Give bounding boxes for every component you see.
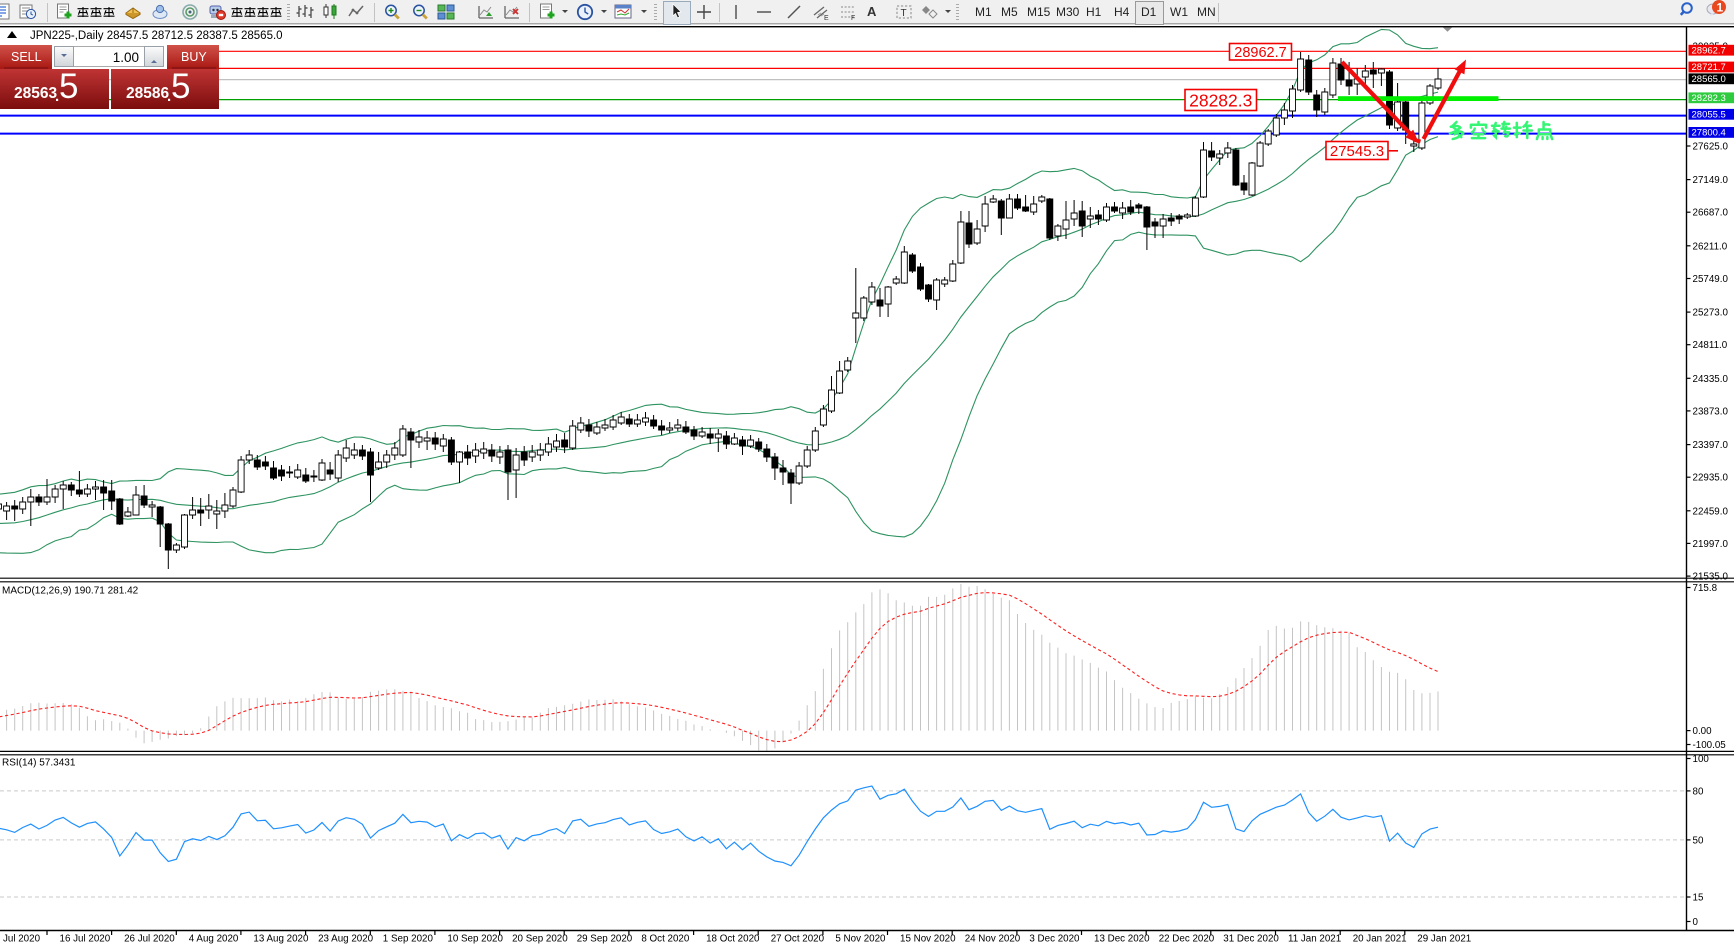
svg-text:21535.0: 21535.0 [1693, 572, 1729, 583]
svg-text:25273.0: 25273.0 [1693, 308, 1729, 319]
svg-text:28282.3: 28282.3 [1189, 90, 1252, 110]
svg-text:1 Sep 2020: 1 Sep 2020 [383, 934, 434, 945]
svg-text:22935.0: 22935.0 [1693, 473, 1729, 484]
svg-text:5 Nov 2020: 5 Nov 2020 [835, 934, 886, 945]
svg-text:28721.7: 28721.7 [1692, 62, 1726, 73]
svg-text:26 Jul 2020: 26 Jul 2020 [124, 934, 175, 945]
svg-text:15: 15 [1693, 893, 1704, 904]
svg-text:715.8: 715.8 [1693, 583, 1718, 594]
svg-text:10 Sep 2020: 10 Sep 2020 [447, 934, 503, 945]
svg-text:31 Dec 2020: 31 Dec 2020 [1223, 934, 1279, 945]
svg-text:25749.0: 25749.0 [1693, 274, 1729, 285]
svg-text:28962.7: 28962.7 [1234, 45, 1286, 61]
svg-text:24811.0: 24811.0 [1693, 340, 1728, 351]
svg-text:18 Oct 2020: 18 Oct 2020 [706, 934, 760, 945]
svg-text:29 Sep 2020: 29 Sep 2020 [577, 934, 633, 945]
svg-text:28962.7: 28962.7 [1692, 45, 1726, 56]
svg-text:26211.0: 26211.0 [1693, 241, 1728, 252]
svg-text:28055.5: 28055.5 [1692, 110, 1726, 121]
svg-text:24 Nov 2020: 24 Nov 2020 [965, 934, 1021, 945]
svg-text:27545.3: 27545.3 [1330, 143, 1384, 160]
svg-text:E: E [824, 15, 829, 21]
svg-text:4 Aug 2020: 4 Aug 2020 [189, 934, 239, 945]
svg-text:21997.0: 21997.0 [1693, 539, 1729, 550]
svg-text:27625.0: 27625.0 [1693, 142, 1729, 153]
svg-text:29 Jan 2021: 29 Jan 2021 [1417, 934, 1471, 945]
svg-text:22 Dec 2020: 22 Dec 2020 [1159, 934, 1215, 945]
svg-text:80: 80 [1693, 787, 1704, 798]
svg-text:0: 0 [1693, 917, 1699, 928]
svg-text:50: 50 [1693, 835, 1704, 846]
svg-text:100: 100 [1693, 754, 1710, 765]
svg-text:16 Jul 2020: 16 Jul 2020 [60, 934, 111, 945]
svg-text:3 Dec 2020: 3 Dec 2020 [1029, 934, 1080, 945]
svg-text:27 Oct 2020: 27 Oct 2020 [771, 934, 825, 945]
svg-text:11 Jan 2021: 11 Jan 2021 [1288, 934, 1341, 945]
svg-text:MACD(12,26,9) 190.71 281.42: MACD(12,26,9) 190.71 281.42 [2, 586, 139, 597]
svg-text:13 Dec 2020: 13 Dec 2020 [1094, 934, 1150, 945]
svg-text:1: 1 [1717, 1, 1724, 15]
svg-text:T: T [901, 8, 907, 19]
svg-text:-100.05: -100.05 [1693, 740, 1727, 751]
svg-text:22459.0: 22459.0 [1693, 506, 1729, 517]
svg-text:0.00: 0.00 [1693, 726, 1713, 737]
svg-text:8 Oct 2020: 8 Oct 2020 [641, 934, 689, 945]
svg-text:28282.3: 28282.3 [1692, 93, 1726, 104]
svg-text:20 Jan 2021: 20 Jan 2021 [1353, 934, 1407, 945]
svg-text:F: F [851, 15, 855, 21]
svg-text:15 Nov 2020: 15 Nov 2020 [900, 934, 956, 945]
svg-text:23873.0: 23873.0 [1693, 407, 1729, 418]
svg-text:27149.0: 27149.0 [1693, 175, 1729, 186]
svg-text:13 Aug 2020: 13 Aug 2020 [253, 934, 309, 945]
svg-text:28565.0: 28565.0 [1692, 74, 1726, 85]
svg-text:23397.0: 23397.0 [1693, 440, 1729, 451]
svg-text:26687.0: 26687.0 [1693, 208, 1729, 219]
svg-text:24335.0: 24335.0 [1693, 374, 1729, 385]
svg-text:27800.4: 27800.4 [1692, 128, 1726, 139]
svg-text:20 Sep 2020: 20 Sep 2020 [512, 934, 568, 945]
svg-text:23 Aug 2020: 23 Aug 2020 [318, 934, 374, 945]
svg-text:7 Jul 2020: 7 Jul 2020 [0, 934, 41, 945]
svg-text:RSI(14) 57.3431: RSI(14) 57.3431 [2, 758, 76, 769]
svg-text:JPN225-,Daily 28457.5 28712.5: JPN225-,Daily 28457.5 28712.5 28387.5 28… [30, 30, 283, 42]
